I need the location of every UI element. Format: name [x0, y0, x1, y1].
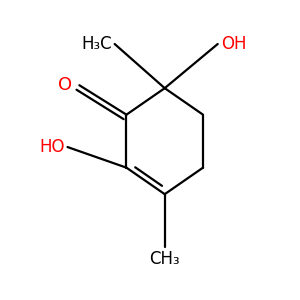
Text: H₃C: H₃C	[81, 35, 112, 53]
Text: HO: HO	[39, 138, 64, 156]
Text: CH₃: CH₃	[149, 250, 180, 268]
Text: O: O	[58, 76, 72, 94]
Text: OH: OH	[221, 35, 246, 53]
